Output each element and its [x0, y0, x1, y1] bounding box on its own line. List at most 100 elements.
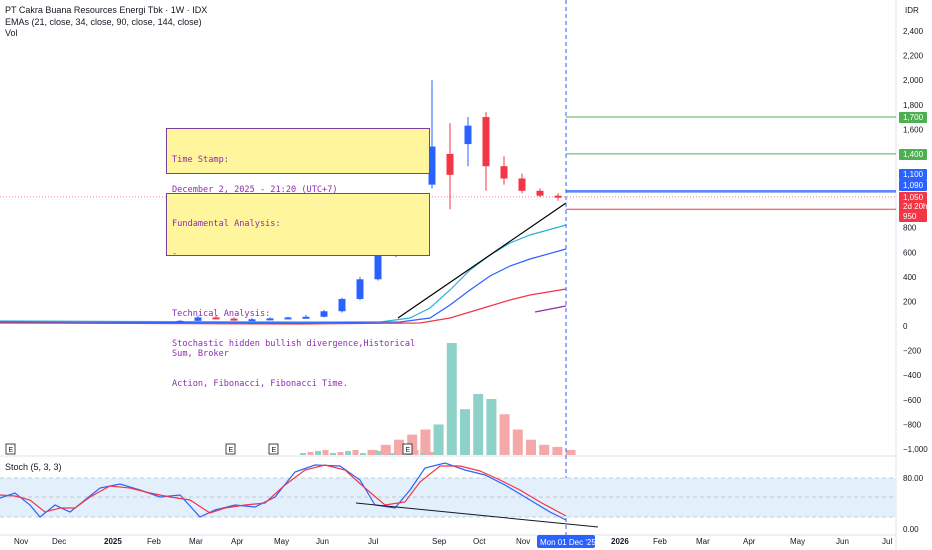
- earnings-marker: [5, 443, 16, 455]
- x-tick-label: Jul: [882, 537, 892, 546]
- x-tick-label: Jun: [836, 537, 849, 546]
- volume-bar: [427, 452, 434, 455]
- x-tick-label: Dec: [52, 537, 66, 546]
- candle-body: [482, 117, 490, 167]
- candle-body: [212, 317, 220, 320]
- x-tick-label: Nov: [14, 537, 28, 546]
- volume-bar: [460, 409, 470, 455]
- y-tick-label: 800: [903, 224, 917, 233]
- currency-label: IDR: [905, 6, 919, 15]
- volume-bar: [512, 429, 523, 455]
- candle-body: [374, 252, 382, 280]
- volume-bar: [526, 439, 536, 455]
- earnings-marker-label: E: [229, 447, 234, 454]
- technical-value-1: Stochastic hidden bullish divergence,His…: [172, 339, 421, 359]
- y-tick-label: −600: [903, 396, 922, 405]
- stoch-tick-label: 0.00: [903, 525, 919, 534]
- candle-body: [500, 166, 508, 179]
- candle-body: [302, 316, 310, 319]
- volume-bar: [367, 452, 374, 455]
- volume-bar: [360, 453, 366, 455]
- earnings-marker-label: E: [272, 447, 277, 454]
- volume-bar: [539, 444, 550, 455]
- price-badge: [899, 211, 927, 222]
- candle-body: [338, 298, 346, 312]
- price-badge-label: 1,400: [903, 150, 924, 159]
- x-tick-label: Mar: [696, 537, 710, 546]
- candle-body: [284, 317, 292, 320]
- stoch-label[interactable]: Stoch (5, 3, 3): [5, 462, 62, 472]
- candle-body: [230, 318, 238, 321]
- price-badge: [899, 112, 927, 123]
- earnings-marker: [402, 443, 413, 455]
- ema-90-line: [0, 288, 567, 325]
- volume-bar: [446, 343, 457, 455]
- fundamental-value: -: [172, 249, 178, 259]
- candle-body: [194, 317, 202, 321]
- price-badge-label: 1,050: [903, 193, 924, 202]
- stoch-divergence-line: [355, 502, 599, 528]
- y-tick-label: 2,200: [903, 52, 924, 61]
- trendline: [397, 202, 567, 319]
- volume-bar: [382, 450, 389, 455]
- analysis-note[interactable]: Fundamental Analysis: - Technical Analys…: [166, 193, 430, 389]
- date-badge-label: Mon 01 Dec '25: [540, 538, 596, 547]
- y-tick-label: 0: [903, 322, 908, 331]
- volume-bar: [397, 452, 404, 455]
- volume-bar: [352, 450, 359, 455]
- candle-body: [266, 318, 274, 321]
- earnings-marker: [268, 443, 279, 455]
- date-badge: [537, 535, 595, 548]
- x-tick-label: Apr: [231, 537, 244, 546]
- x-tick-label: Mar: [189, 537, 203, 546]
- volume-bar: [300, 453, 306, 455]
- y-tick-label: 600: [903, 248, 917, 257]
- x-tick-label: Nov: [516, 537, 530, 546]
- volume-label[interactable]: Vol: [5, 28, 18, 38]
- timestamp-note[interactable]: Time Stamp: December 2, 2025 - 21:20 (UT…: [166, 128, 430, 195]
- price-badge-label: 2d 20h: [903, 202, 927, 211]
- candle-body: [428, 146, 436, 185]
- candle-body: [356, 279, 364, 299]
- candle-body: [176, 320, 184, 323]
- x-tick-label: 2025: [104, 537, 122, 546]
- x-tick-label: Feb: [147, 537, 161, 546]
- price-badge-label: 1,100: [903, 170, 924, 179]
- stoch-d-line: [0, 464, 567, 517]
- volume-bar: [420, 429, 431, 455]
- volume-bar: [565, 449, 576, 455]
- ema-144-line: [534, 305, 567, 313]
- candle-body: [536, 190, 544, 196]
- volume-bar: [499, 414, 510, 455]
- candle-body: [554, 195, 562, 198]
- volume-bar: [394, 439, 404, 455]
- y-tick-label: 2,000: [903, 76, 924, 85]
- x-tick-label: Apr: [743, 537, 756, 546]
- y-tick-label: −200: [903, 347, 922, 356]
- x-tick-label: May: [790, 537, 805, 546]
- volume-bar: [412, 450, 419, 455]
- timestamp-title: Time Stamp:: [172, 155, 229, 165]
- volume-bar: [552, 446, 563, 455]
- y-tick-label: 400: [903, 273, 917, 282]
- candle-body: [320, 311, 328, 317]
- technical-title: Technical Analysis:: [172, 309, 271, 319]
- price-badge-label: 1,090: [903, 181, 924, 190]
- ema-indicator-label[interactable]: EMAs (21, close, 34, close, 90, close, 1…: [5, 17, 202, 27]
- x-tick-label: Sep: [432, 537, 447, 546]
- ema-34-line: [0, 248, 567, 324]
- volume-bar: [337, 452, 344, 455]
- volume-bar: [345, 451, 351, 455]
- candle-body: [446, 153, 454, 175]
- y-tick-label: 2,400: [903, 27, 924, 36]
- earnings-marker-label: E: [9, 447, 14, 454]
- y-tick-label: 1,800: [903, 101, 924, 110]
- fundamental-title: Fundamental Analysis:: [172, 219, 281, 229]
- price-badge: [899, 201, 927, 212]
- volume-bar: [307, 452, 314, 455]
- y-tick-label: −1,000: [903, 445, 928, 454]
- candle-body: [248, 319, 256, 322]
- x-tick-label: Feb: [653, 537, 667, 546]
- candle-body: [464, 125, 472, 145]
